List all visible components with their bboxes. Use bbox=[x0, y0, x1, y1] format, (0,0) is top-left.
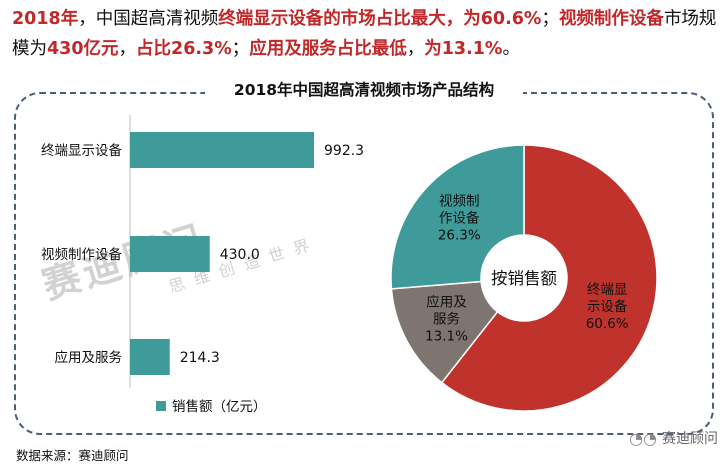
slice-label: 示设备 bbox=[587, 298, 628, 315]
slice-pct-label: 26.3% bbox=[438, 227, 481, 243]
pie-slice bbox=[390, 280, 499, 384]
category-label: 终端显示设备 bbox=[41, 142, 122, 159]
legend-label: 销售额（亿元） bbox=[172, 399, 267, 415]
pie-slice bbox=[440, 144, 658, 412]
value-label: 430.0 bbox=[220, 247, 260, 263]
value-label: 214.3 bbox=[180, 350, 220, 366]
category-label: 视频制作设备 bbox=[41, 246, 122, 263]
headline-highlight: 为13.1% bbox=[424, 39, 503, 59]
bar bbox=[130, 132, 314, 168]
donut-center-label: 按销售额 bbox=[491, 269, 558, 288]
headline-text: ， bbox=[118, 39, 137, 59]
headline-text: 市场规模为 bbox=[12, 9, 717, 59]
slice-label: 服务 bbox=[433, 312, 460, 328]
brand: ◔◔ 赛迪顾问 bbox=[629, 428, 718, 448]
data-source: 数据来源：赛迪顾问 bbox=[16, 448, 129, 463]
slice-label: 终端显 bbox=[587, 282, 628, 298]
headline-text: 。 bbox=[502, 39, 520, 59]
bar bbox=[130, 339, 170, 375]
headline-highlight: 430亿元 bbox=[47, 39, 119, 59]
wechat-icon: ◔◔ bbox=[629, 428, 657, 448]
headline-highlight: 应用及服务占比最低 bbox=[249, 39, 407, 59]
legend-swatch bbox=[156, 401, 166, 411]
headline-text: ； bbox=[231, 39, 250, 59]
brand-name: 赛迪顾问 bbox=[662, 431, 718, 447]
headline-highlight: 占比26.3% bbox=[136, 39, 232, 59]
chart-title: 2018年中国超高清视频市场产品结构 bbox=[205, 77, 523, 103]
slice-pct-label: 60.6% bbox=[586, 316, 629, 332]
headline-text: ， bbox=[406, 39, 425, 59]
headline-highlight: 视频制作设备 bbox=[558, 9, 664, 29]
headline: 2018年，中国超高清视频终端显示设备的市场占比最大，为60.6%；视频制作设备… bbox=[12, 4, 718, 64]
slice-label: 作设备 bbox=[439, 209, 480, 226]
pie-slice bbox=[390, 144, 525, 290]
slice-pct-label: 13.1% bbox=[425, 329, 468, 345]
category-label: 应用及服务 bbox=[55, 349, 123, 366]
headline-text: ，中国超高清视频 bbox=[78, 9, 219, 29]
value-label: 992.3 bbox=[324, 143, 364, 159]
bar bbox=[130, 236, 210, 272]
headline-year: 2018年 bbox=[12, 9, 79, 29]
headline-text: ； bbox=[541, 9, 559, 29]
slice-label: 应用及 bbox=[426, 294, 467, 311]
headline-highlight: 终端显示设备的市场占比最大，为60.6% bbox=[218, 9, 542, 29]
slice-label: 视频制 bbox=[439, 193, 480, 209]
